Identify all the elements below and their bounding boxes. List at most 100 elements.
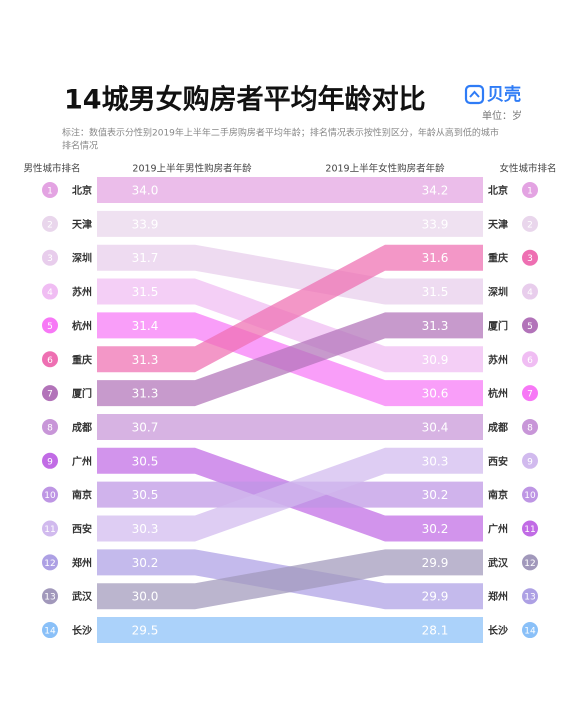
band bbox=[97, 617, 483, 644]
rank-circle bbox=[522, 486, 538, 503]
rank-label: 14 bbox=[524, 627, 536, 637]
value-label: 31.5 bbox=[132, 285, 159, 299]
rank-circle bbox=[42, 588, 58, 605]
value-label: 31.3 bbox=[422, 319, 449, 333]
value-label: 31.5 bbox=[422, 285, 449, 299]
note-line: 标注：数值表示分性别2019年上半年二手房购房者平均年龄；排名情况表示按性别区分… bbox=[62, 127, 499, 139]
city-label: 南京 bbox=[72, 489, 92, 502]
city-label: 杭州 bbox=[72, 319, 92, 332]
rank-label: 12 bbox=[524, 559, 535, 569]
rank-label: 10 bbox=[524, 491, 536, 501]
rank-label: 11 bbox=[524, 525, 535, 535]
column-header: 男性城市排名 bbox=[23, 163, 80, 175]
band bbox=[97, 278, 483, 373]
city-label: 北京 bbox=[72, 184, 92, 197]
chart-title: 14城男女购房者平均年龄对比 bbox=[64, 84, 426, 116]
city-label: 北京 bbox=[488, 184, 508, 197]
rank-label: 13 bbox=[44, 593, 55, 603]
value-label: 31.4 bbox=[132, 319, 159, 333]
rank-circle bbox=[522, 520, 538, 537]
city-label: 郑州 bbox=[488, 590, 508, 603]
city-label: 重庆 bbox=[488, 252, 508, 265]
rank-label: 4 bbox=[47, 288, 53, 298]
rank-label: 3 bbox=[527, 254, 533, 264]
column-header: 2019上半年男性购房者年龄 bbox=[132, 163, 252, 175]
rank-circle bbox=[522, 452, 538, 469]
value-label: 30.7 bbox=[132, 420, 159, 434]
city-label: 南京 bbox=[488, 489, 508, 502]
value-label: 34.2 bbox=[422, 184, 449, 198]
value-label: 30.2 bbox=[422, 488, 449, 502]
rank-circle bbox=[42, 351, 58, 368]
rank-circle bbox=[42, 182, 58, 198]
value-label: 30.5 bbox=[132, 488, 159, 502]
rank-label: 8 bbox=[47, 423, 53, 433]
rank-circle bbox=[522, 351, 538, 368]
city-label: 成都 bbox=[72, 421, 92, 434]
value-label: 30.2 bbox=[422, 522, 449, 536]
value-label: 29.5 bbox=[132, 624, 159, 638]
logo-icon bbox=[464, 84, 485, 105]
rank-circle bbox=[42, 486, 58, 503]
value-label: 29.9 bbox=[422, 556, 449, 570]
rank-circle bbox=[522, 418, 538, 435]
note-line: 排名情况 bbox=[62, 140, 98, 152]
rank-circle bbox=[42, 452, 58, 469]
city-label: 天津 bbox=[72, 218, 92, 231]
rank-label: 1 bbox=[527, 187, 533, 197]
rank-circle bbox=[42, 385, 58, 402]
rank-label: 6 bbox=[527, 356, 533, 366]
rank-circle bbox=[42, 283, 58, 300]
rank-circle bbox=[42, 622, 58, 639]
band bbox=[97, 177, 483, 203]
city-label: 天津 bbox=[488, 218, 508, 231]
value-label: 29.9 bbox=[422, 590, 449, 604]
rank-label: 4 bbox=[527, 288, 533, 298]
city-label: 武汉 bbox=[488, 556, 509, 569]
rank-label: 12 bbox=[44, 559, 55, 569]
value-label: 30.2 bbox=[132, 556, 159, 570]
rank-label: 8 bbox=[527, 423, 533, 433]
column-header: 女性城市排名 bbox=[499, 163, 556, 175]
value-label: 31.3 bbox=[132, 353, 159, 367]
value-label: 30.5 bbox=[132, 454, 159, 468]
city-label: 西安 bbox=[488, 455, 508, 468]
city-label: 杭州 bbox=[488, 387, 508, 400]
rank-circle bbox=[42, 418, 58, 435]
band bbox=[97, 244, 483, 373]
city-label: 成都 bbox=[488, 421, 508, 434]
rank-label: 9 bbox=[47, 457, 53, 467]
rank-label: 1 bbox=[47, 187, 53, 197]
unit: 单位：岁 bbox=[482, 109, 522, 122]
rank-circle bbox=[522, 385, 538, 402]
value-label: 30.3 bbox=[132, 522, 159, 536]
rank-circle bbox=[522, 215, 538, 232]
rank-label: 7 bbox=[47, 390, 53, 400]
city-label: 西安 bbox=[72, 523, 92, 536]
rank-label: 3 bbox=[47, 254, 53, 264]
rank-circle bbox=[42, 249, 58, 266]
band bbox=[97, 549, 483, 610]
rank-label: 2 bbox=[47, 220, 53, 230]
city-label: 郑州 bbox=[72, 556, 92, 569]
rank-circle bbox=[522, 317, 538, 334]
city-label: 重庆 bbox=[72, 353, 92, 366]
band bbox=[97, 413, 483, 440]
rank-label: 2 bbox=[527, 220, 533, 230]
value-label: 30.6 bbox=[422, 387, 449, 401]
city-label: 厦门 bbox=[72, 387, 92, 400]
band bbox=[97, 244, 483, 305]
rank-label: 5 bbox=[527, 322, 533, 332]
rank-circle bbox=[42, 554, 58, 571]
value-label: 33.9 bbox=[422, 217, 449, 231]
band bbox=[97, 312, 483, 407]
value-label: 30.0 bbox=[132, 590, 159, 604]
rank-circle bbox=[522, 249, 538, 266]
city-label: 长沙 bbox=[488, 624, 508, 637]
rank-label: 10 bbox=[44, 491, 56, 501]
rank-label: 11 bbox=[44, 525, 55, 535]
logo: 贝壳 bbox=[487, 84, 521, 105]
rank-circle bbox=[522, 622, 538, 639]
city-label: 武汉 bbox=[72, 590, 93, 603]
value-label: 34.0 bbox=[132, 184, 159, 198]
